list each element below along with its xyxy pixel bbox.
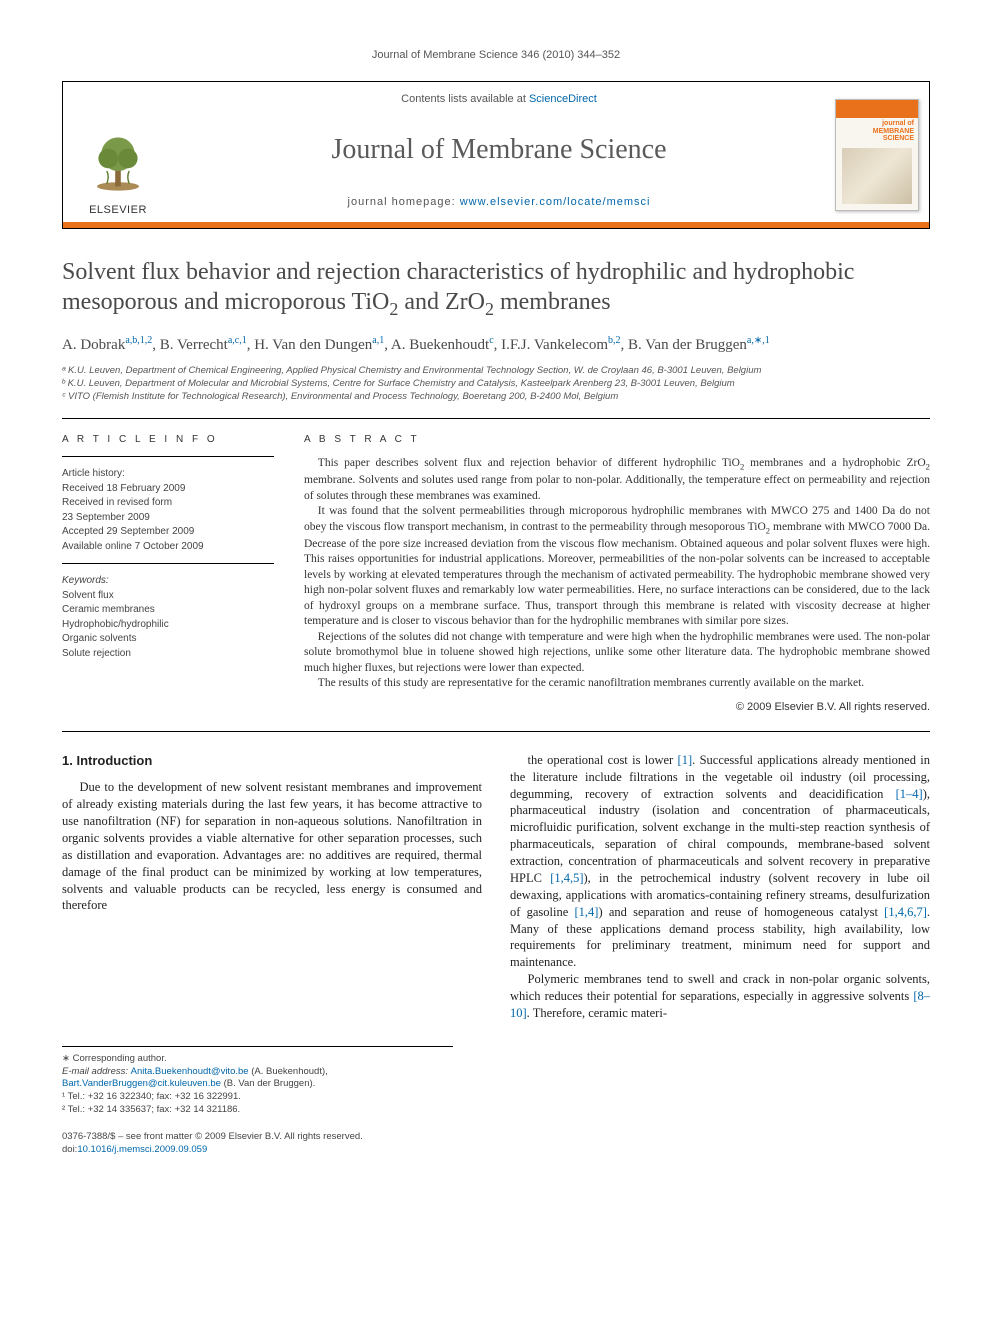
- divider: [62, 563, 274, 564]
- body-column-left: 1. Introduction Due to the development o…: [62, 752, 482, 1022]
- cover-art: [842, 148, 912, 204]
- telephone-note: ² Tel.: +32 14 335637; fax: +32 14 32118…: [62, 1104, 453, 1117]
- body-paragraph: Polymeric membranes tend to swell and cr…: [510, 971, 930, 1022]
- history-title: Article history:: [62, 467, 274, 481]
- email-line: E-mail address: Anita.Buekenhoudt@vito.b…: [62, 1066, 453, 1092]
- keyword: Solute rejection: [62, 647, 274, 661]
- abstract-paragraph: It was found that the solvent permeabili…: [304, 504, 930, 630]
- sciencedirect-link[interactable]: ScienceDirect: [529, 93, 597, 105]
- abstract-copyright: © 2009 Elsevier B.V. All rights reserved…: [304, 700, 930, 715]
- telephone-note: ¹ Tel.: +32 16 322340; fax: +32 16 32299…: [62, 1091, 453, 1104]
- masthead: ELSEVIER Contents lists available at Sci…: [62, 81, 930, 229]
- keyword: Solvent flux: [62, 589, 274, 603]
- homepage-prefix: journal homepage:: [348, 196, 460, 208]
- section-heading: 1. Introduction: [62, 752, 482, 770]
- body-column-right: the operational cost is lower [1]. Succe…: [510, 752, 930, 1022]
- corresponding-author-note: ∗ Corresponding author.: [62, 1053, 453, 1066]
- affiliation: ᶜ VITO (Flemish Institute for Technologi…: [62, 391, 930, 404]
- info-abstract-row: A R T I C L E I N F O Article history: R…: [62, 419, 930, 731]
- journal-name: Journal of Membrane Science: [181, 131, 817, 169]
- article-info-heading: A R T I C L E I N F O: [62, 433, 274, 447]
- page: Journal of Membrane Science 346 (2010) 3…: [0, 0, 992, 1186]
- abstract-block: A B S T R A C T This paper describes sol…: [304, 433, 930, 715]
- doi-link[interactable]: 10.1016/j.memsci.2009.09.059: [77, 1144, 207, 1155]
- affiliations: ᵃ K.U. Leuven, Department of Chemical En…: [62, 365, 930, 403]
- footnotes: ∗ Corresponding author. E-mail address: …: [62, 1046, 453, 1117]
- keyword: Ceramic membranes: [62, 603, 274, 617]
- elsevier-tree-icon: [83, 129, 153, 199]
- cover-title: journal of MEMBRANE SCIENCE: [840, 120, 914, 143]
- divider: [62, 456, 274, 457]
- history-line: Available online 7 October 2009: [62, 540, 274, 554]
- publisher-name: ELSEVIER: [89, 203, 147, 218]
- article-info-block: A R T I C L E I N F O Article history: R…: [62, 433, 274, 715]
- abstract-paragraph: Rejections of the solutes did not change…: [304, 630, 930, 677]
- affiliation: ᵇ K.U. Leuven, Department of Molecular a…: [62, 378, 930, 391]
- doi-prefix: doi:: [62, 1144, 77, 1155]
- abstract-paragraph: The results of this study are representa…: [304, 676, 930, 692]
- article-title: Solvent flux behavior and rejection char…: [62, 257, 930, 320]
- author-list: A. Dobraka,b,1,2, B. Verrechta,c,1, H. V…: [62, 334, 930, 355]
- history-line: Accepted 29 September 2009: [62, 525, 274, 539]
- contents-available-line: Contents lists available at ScienceDirec…: [181, 92, 817, 107]
- cover-thumb-block: journal of MEMBRANE SCIENCE: [825, 82, 929, 228]
- keywords-block: Keywords: Solvent flux Ceramic membranes…: [62, 574, 274, 660]
- divider: [62, 731, 930, 732]
- keyword: Organic solvents: [62, 632, 274, 646]
- keyword: Hydrophobic/hydrophilic: [62, 618, 274, 632]
- keywords-title: Keywords:: [62, 574, 274, 588]
- email-label: E-mail address:: [62, 1066, 131, 1077]
- body-paragraph: the operational cost is lower [1]. Succe…: [510, 752, 930, 971]
- body-paragraph: Due to the development of new solvent re…: [62, 779, 482, 914]
- masthead-accent-bar: [63, 222, 929, 228]
- cover-accent-bar: [836, 100, 918, 118]
- history-line: Received in revised form: [62, 496, 274, 510]
- history-line: 23 September 2009: [62, 511, 274, 525]
- footer-meta: 0376-7388/$ – see front matter © 2009 El…: [62, 1131, 930, 1157]
- publisher-block: ELSEVIER: [63, 82, 173, 228]
- journal-homepage-link[interactable]: www.elsevier.com/locate/memsci: [460, 196, 651, 208]
- masthead-center: Contents lists available at ScienceDirec…: [173, 82, 825, 228]
- journal-homepage-line: journal homepage: www.elsevier.com/locat…: [181, 195, 817, 210]
- body-two-column: 1. Introduction Due to the development o…: [62, 752, 930, 1022]
- history-line: Received 18 February 2009: [62, 482, 274, 496]
- abstract-heading: A B S T R A C T: [304, 433, 930, 447]
- issn-copyright-line: 0376-7388/$ – see front matter © 2009 El…: [62, 1131, 930, 1144]
- running-head: Journal of Membrane Science 346 (2010) 3…: [62, 48, 930, 63]
- affiliation: ᵃ K.U. Leuven, Department of Chemical En…: [62, 365, 930, 378]
- article-history: Article history: Received 18 February 20…: [62, 467, 274, 553]
- journal-cover-thumbnail: journal of MEMBRANE SCIENCE: [835, 99, 919, 211]
- abstract-paragraph: This paper describes solvent flux and re…: [304, 456, 930, 504]
- doi-line: doi:10.1016/j.memsci.2009.09.059: [62, 1144, 930, 1157]
- contents-prefix: Contents lists available at: [401, 93, 529, 105]
